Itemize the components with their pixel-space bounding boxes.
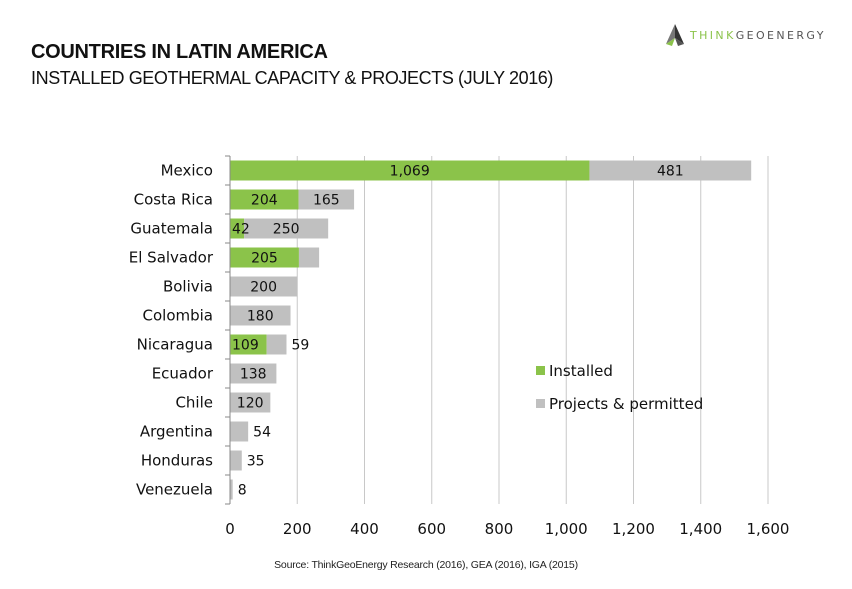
x-tick-labels: 0 200 400 600 800 1,000 1,200 1,400 1,600 — [225, 520, 789, 538]
projects-value-label: 200 — [250, 280, 277, 296]
x-tick-label: 1,000 — [545, 520, 588, 538]
legend: Installed Projects & permitted — [536, 362, 703, 413]
x-tick-label: 400 — [350, 520, 379, 538]
projects-value-label: 250 — [273, 222, 300, 238]
legend-label-projects: Projects & permitted — [549, 395, 703, 413]
projects-value-label: 481 — [657, 164, 684, 180]
category-label: Guatemala — [130, 220, 213, 238]
bars — [230, 160, 752, 500]
category-labels: Mexico Costa Rica Guatemala El Salvador Boli… — [129, 162, 214, 499]
category-label: Costa Rica — [134, 191, 213, 209]
x-tick-label: 600 — [417, 520, 446, 538]
x-tick-label: 1,600 — [747, 520, 790, 538]
logo-geoenergy: GEOENERGY — [735, 28, 826, 42]
projects-bar — [230, 276, 298, 297]
geoenergy-logo-icon — [666, 24, 684, 46]
projects-bar — [230, 363, 277, 384]
projects-bar — [230, 305, 291, 326]
chart-subtitle: INSTALLED GEOTHERMAL CAPACITY & PROJECTS… — [31, 68, 554, 88]
category-label: Bolivia — [163, 278, 213, 296]
category-label: Colombia — [143, 307, 214, 325]
source-note: Source: ThinkGeoEnergy Research (2016), … — [274, 559, 578, 571]
projects-bar — [230, 479, 233, 500]
installed-bar — [230, 247, 299, 268]
projects-value-label: 8 — [238, 483, 247, 499]
data-labels: 1,069 481 204 165 42 250 205 200 180 109 59 138 120 5… — [232, 164, 684, 499]
category-label: Argentina — [140, 423, 213, 441]
projects-bar — [244, 218, 329, 239]
legend-label-installed: Installed — [549, 362, 613, 380]
projects-bar — [230, 392, 271, 413]
installed-bar — [230, 189, 299, 210]
category-label: Venezuela — [136, 481, 213, 499]
installed-value-label: 204 — [251, 193, 278, 209]
installed-value-label: 1,069 — [390, 164, 430, 180]
projects-value-label: 138 — [240, 367, 267, 383]
installed-bar — [230, 160, 590, 181]
projects-value-label: 120 — [237, 396, 264, 412]
projects-bar — [298, 247, 320, 268]
category-label: Mexico — [161, 162, 213, 180]
chart-title: COUNTRIES IN LATIN AMERICA — [31, 41, 328, 63]
installed-bar — [230, 218, 245, 239]
installed-value-label: 109 — [232, 338, 259, 354]
projects-bar — [230, 450, 242, 471]
logo-think: THINK — [690, 28, 736, 42]
legend-swatch-projects — [536, 399, 545, 408]
projects-bar — [266, 334, 287, 355]
installed-value-label: 205 — [251, 251, 278, 267]
category-label: Honduras — [141, 452, 213, 470]
projects-bar — [589, 160, 752, 181]
projects-value-label: 180 — [247, 309, 274, 325]
projects-value-label: 35 — [247, 454, 265, 470]
installed-value-label: 42 — [232, 222, 250, 238]
x-tick-label: 800 — [485, 520, 514, 538]
logo-text: THINKGEOENERGY — [690, 29, 826, 42]
category-label: Ecuador — [152, 365, 214, 383]
x-tick-label: 0 — [225, 520, 235, 538]
category-label: Chile — [175, 394, 213, 412]
projects-bar — [230, 421, 249, 442]
x-tick-label: 1,400 — [679, 520, 722, 538]
x-tick-label: 1,200 — [612, 520, 655, 538]
installed-bar — [230, 334, 267, 355]
projects-value-label: 165 — [313, 193, 340, 209]
thinkgeoenergy-logo: THINKGEOENERGY — [666, 24, 826, 46]
projects-bar — [298, 189, 355, 210]
gridlines — [296, 156, 769, 504]
legend-swatch-installed — [536, 366, 545, 375]
projects-value-label: 54 — [253, 425, 271, 441]
category-label: El Salvador — [129, 249, 214, 267]
y-axis — [225, 155, 231, 505]
x-tick-label: 200 — [283, 520, 312, 538]
projects-value-label: 59 — [291, 338, 309, 354]
category-label: Nicaragua — [137, 336, 213, 354]
